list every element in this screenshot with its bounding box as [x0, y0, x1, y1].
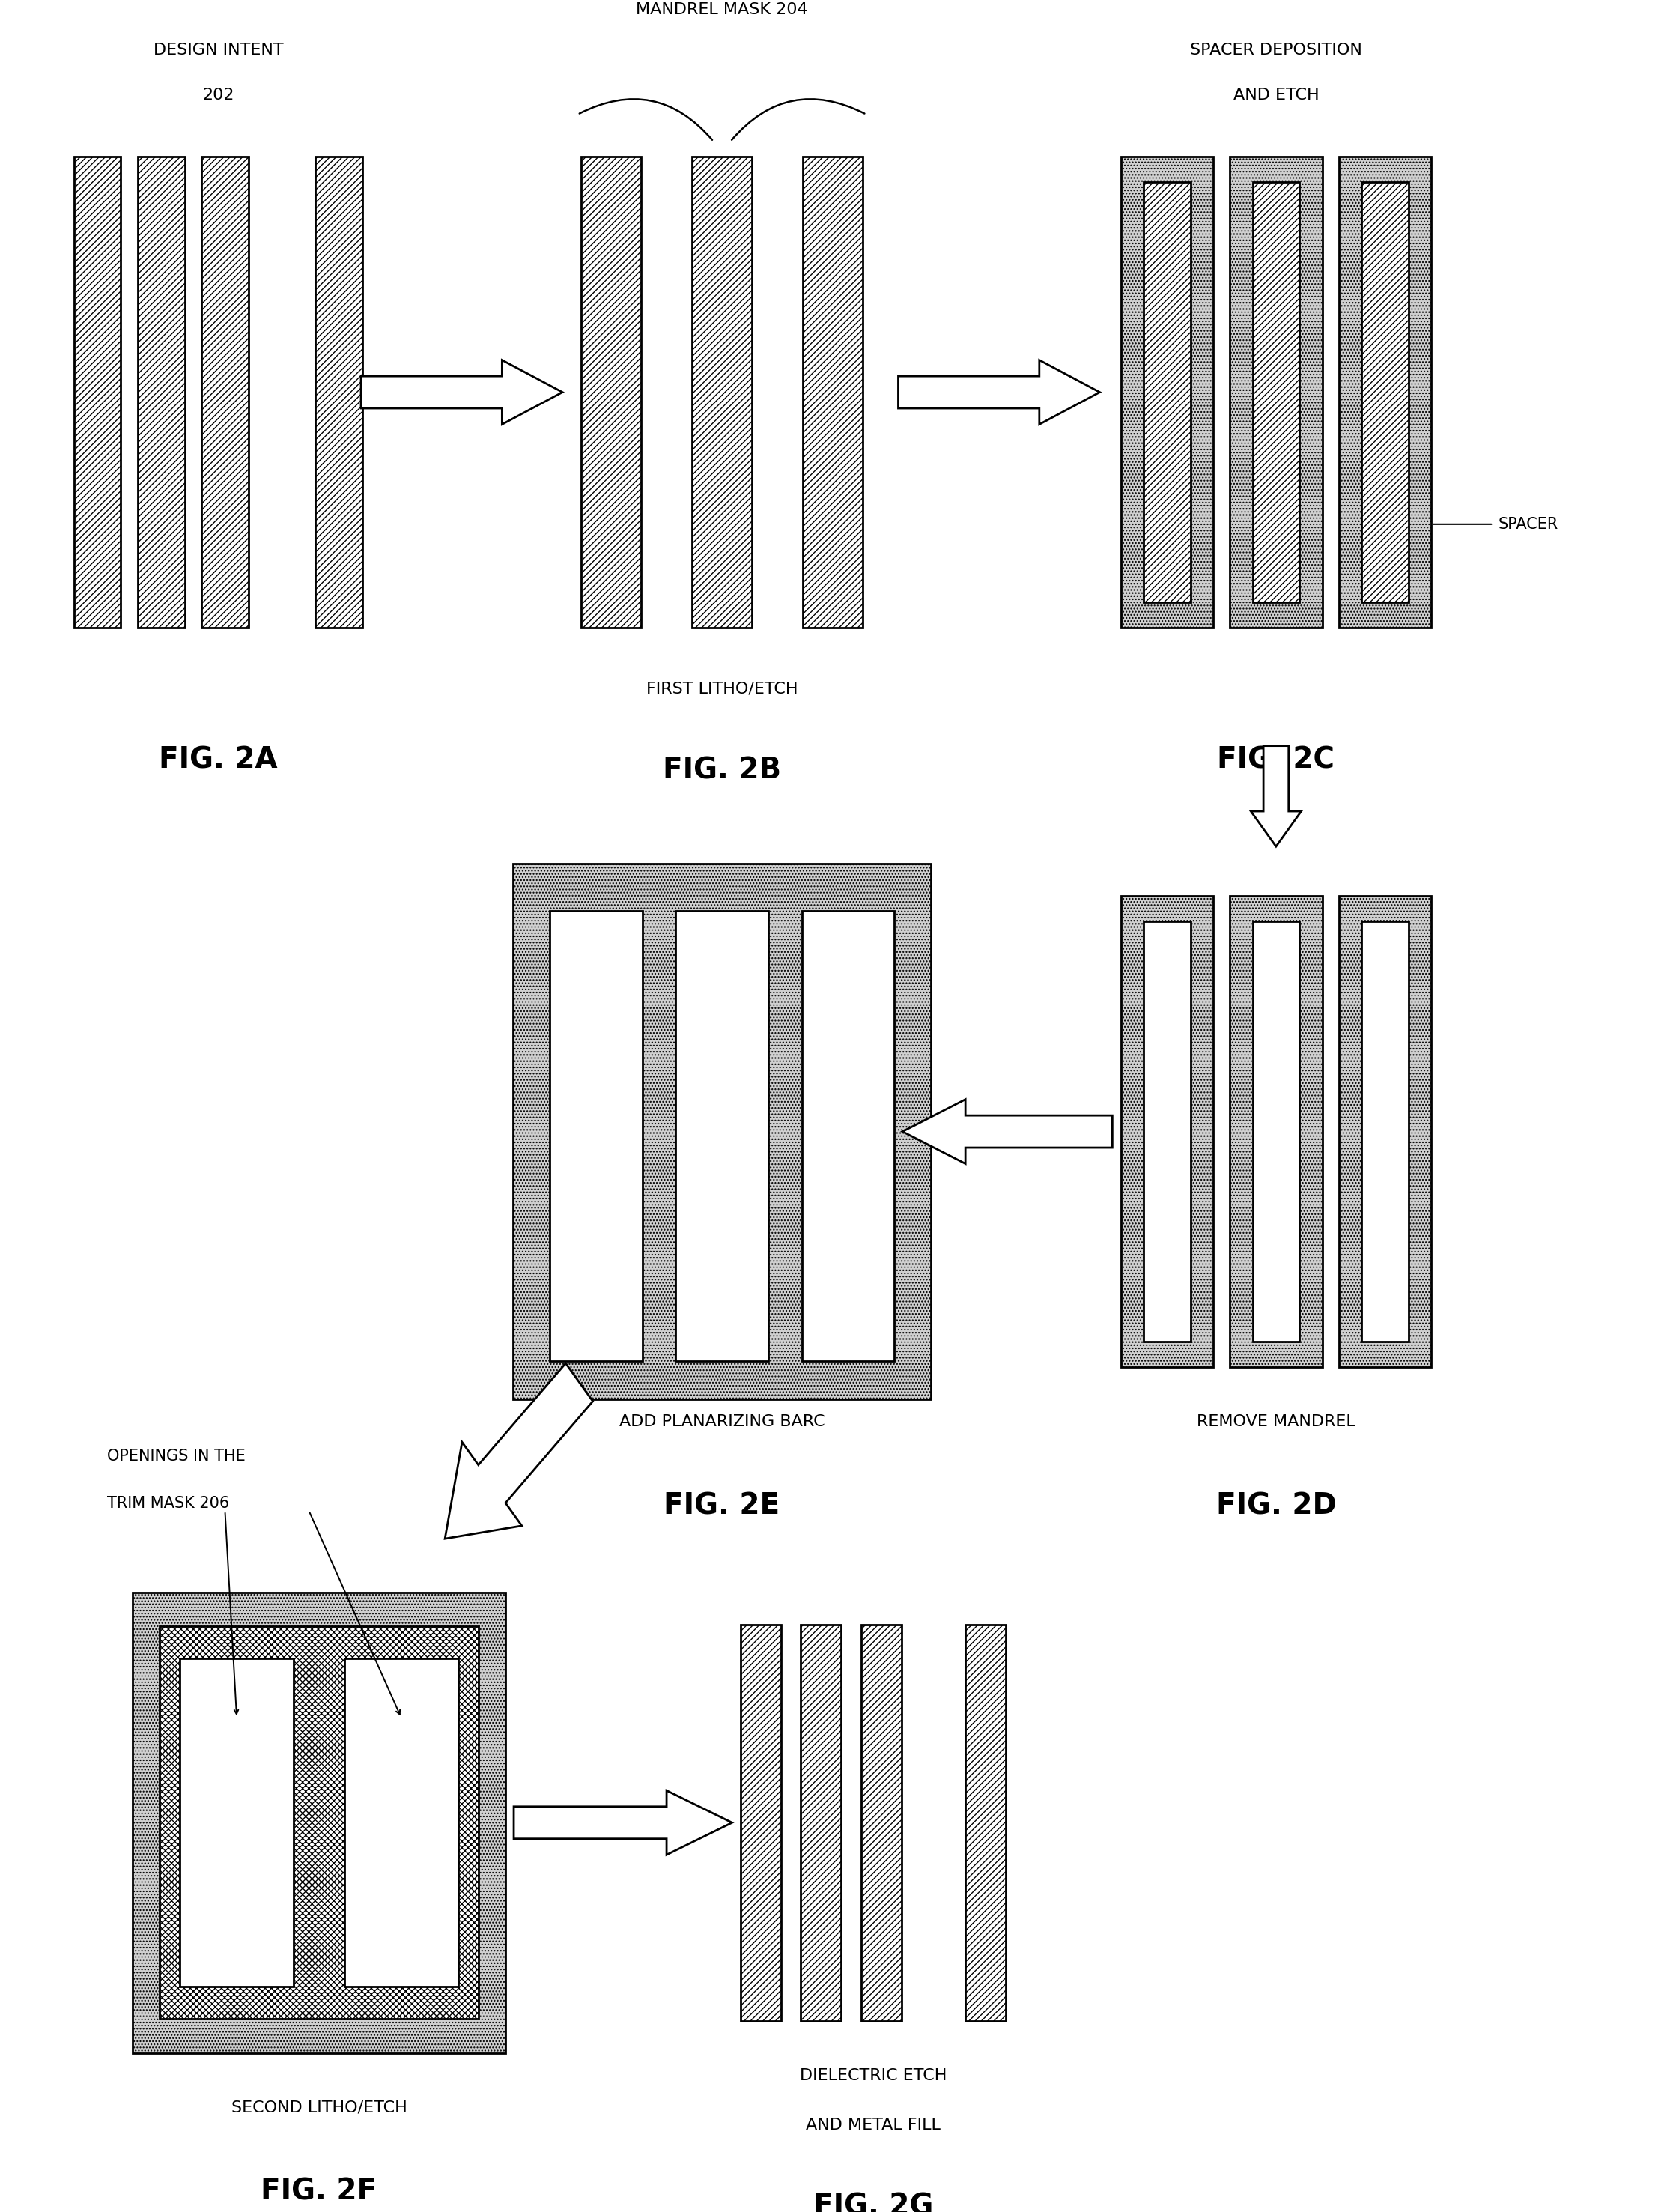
Bar	[74, 157, 121, 628]
Bar	[692, 157, 752, 628]
Bar	[861, 1624, 902, 2022]
Text: REMOVE MANDREL: REMOVE MANDREL	[1197, 1413, 1355, 1429]
Bar	[1340, 896, 1431, 1367]
Polygon shape	[514, 1790, 732, 1856]
Bar	[965, 1624, 1006, 2022]
Bar	[1253, 922, 1300, 1340]
Polygon shape	[903, 1099, 1113, 1164]
Text: DIELECTRIC ETCH: DIELECTRIC ETCH	[799, 2068, 947, 2084]
Text: FIRST LITHO/ETCH: FIRST LITHO/ETCH	[646, 681, 798, 697]
Bar	[803, 157, 863, 628]
Text: SECOND LITHO/ETCH: SECOND LITHO/ETCH	[232, 2099, 406, 2115]
Text: OPENINGS IN THE: OPENINGS IN THE	[107, 1449, 245, 1464]
Bar	[1229, 157, 1323, 628]
Bar	[581, 157, 641, 628]
Bar	[677, 911, 769, 1360]
Bar	[551, 911, 641, 1360]
Bar	[201, 157, 248, 628]
Text: FIG. 2E: FIG. 2E	[663, 1491, 781, 1520]
Bar	[1143, 181, 1190, 602]
Bar	[133, 1593, 505, 2053]
Bar	[1229, 896, 1323, 1367]
Bar	[160, 1626, 479, 2020]
Text: FIG. 2B: FIG. 2B	[663, 757, 781, 785]
Polygon shape	[445, 1363, 593, 1540]
Text: AND ETCH: AND ETCH	[1232, 88, 1320, 104]
Bar	[514, 863, 932, 1400]
Bar	[316, 157, 363, 628]
Bar	[1253, 181, 1300, 602]
Bar	[1122, 896, 1212, 1367]
Bar	[1340, 157, 1431, 628]
Bar	[1362, 922, 1409, 1340]
Polygon shape	[361, 361, 562, 425]
Text: FIG. 2C: FIG. 2C	[1217, 745, 1335, 774]
Bar	[803, 911, 895, 1360]
Bar	[344, 1659, 458, 1986]
Bar	[138, 157, 185, 628]
Bar	[180, 1659, 294, 1986]
Text: MANDREL MASK 204: MANDREL MASK 204	[636, 2, 808, 18]
Text: SPACER DEPOSITION: SPACER DEPOSITION	[1190, 42, 1362, 58]
Bar	[801, 1624, 841, 2022]
Bar	[740, 1624, 781, 2022]
Text: TRIM MASK 206: TRIM MASK 206	[107, 1495, 230, 1511]
Bar	[1362, 181, 1409, 602]
Text: AND METAL FILL: AND METAL FILL	[806, 2117, 940, 2132]
Text: 202: 202	[203, 88, 233, 104]
Text: ADD PLANARIZING BARC: ADD PLANARIZING BARC	[620, 1413, 824, 1429]
Bar	[1122, 157, 1212, 628]
Text: FIG. 2D: FIG. 2D	[1216, 1491, 1336, 1520]
Text: FIG. 2A: FIG. 2A	[160, 745, 277, 774]
Text: FIG. 2F: FIG. 2F	[260, 2177, 378, 2205]
Polygon shape	[898, 361, 1100, 425]
Text: DESIGN INTENT: DESIGN INTENT	[153, 42, 284, 58]
Text: SPACER: SPACER	[1499, 518, 1558, 531]
Bar	[1143, 922, 1190, 1340]
Polygon shape	[1251, 745, 1301, 847]
Text: FIG. 2G: FIG. 2G	[813, 2192, 934, 2212]
